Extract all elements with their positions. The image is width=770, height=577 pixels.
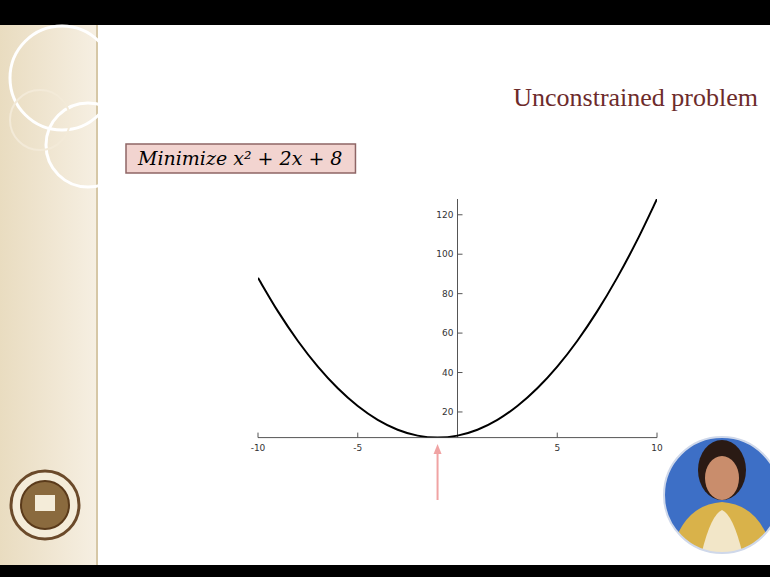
presenter-bg bbox=[660, 430, 770, 560]
x-tick-label: 5 bbox=[554, 443, 560, 453]
slide-heading: Unconstrained problem bbox=[513, 83, 758, 112]
x-tick bbox=[657, 433, 658, 438]
slide-background bbox=[0, 25, 770, 565]
video-frame bbox=[0, 0, 770, 577]
presenter-ring bbox=[664, 437, 770, 553]
y-tick bbox=[458, 293, 463, 294]
minimum-arrow bbox=[437, 452, 439, 500]
plot-marks bbox=[258, 199, 657, 438]
logo-ring bbox=[11, 471, 79, 539]
y-tick-label: 60 bbox=[442, 328, 454, 338]
sidebar-edge bbox=[96, 25, 98, 565]
curve bbox=[258, 199, 657, 438]
x-tick-label: 10 bbox=[651, 443, 663, 453]
logo-core bbox=[21, 481, 69, 529]
y-tick bbox=[458, 333, 463, 334]
logo bbox=[11, 471, 79, 539]
y-tick bbox=[458, 254, 463, 255]
decor-circle bbox=[10, 26, 114, 130]
presenter-body bbox=[670, 502, 770, 560]
y-tick-label: 100 bbox=[436, 249, 453, 259]
chart: -10 -5 5 10 20 40 60 80 100 120 bbox=[251, 199, 663, 453]
presenter-face bbox=[705, 456, 739, 500]
y-tick-label: 120 bbox=[436, 210, 453, 220]
y-tick bbox=[458, 411, 463, 412]
decor-circle bbox=[10, 90, 70, 150]
x-tick bbox=[357, 433, 358, 438]
x-tick-label: -10 bbox=[251, 443, 266, 453]
presenter-hair bbox=[698, 440, 746, 500]
y-tick bbox=[458, 214, 463, 215]
x-tick bbox=[258, 433, 259, 438]
decor-circle bbox=[46, 103, 130, 187]
y-tick-label: 40 bbox=[442, 368, 454, 378]
x-tick bbox=[557, 433, 558, 438]
presenter-video bbox=[660, 430, 770, 560]
sidebar bbox=[0, 25, 97, 565]
title-box bbox=[126, 144, 355, 173]
y-axis bbox=[457, 199, 458, 438]
y-tick bbox=[458, 372, 463, 373]
logo-book bbox=[35, 495, 55, 511]
x-tick-label: -5 bbox=[353, 443, 362, 453]
y-tick-label: 20 bbox=[442, 407, 454, 417]
y-tick-label: 80 bbox=[442, 289, 454, 299]
minimum-arrowhead bbox=[434, 444, 442, 454]
chart-title: Minimize x² + 2x + 8 bbox=[137, 147, 342, 169]
